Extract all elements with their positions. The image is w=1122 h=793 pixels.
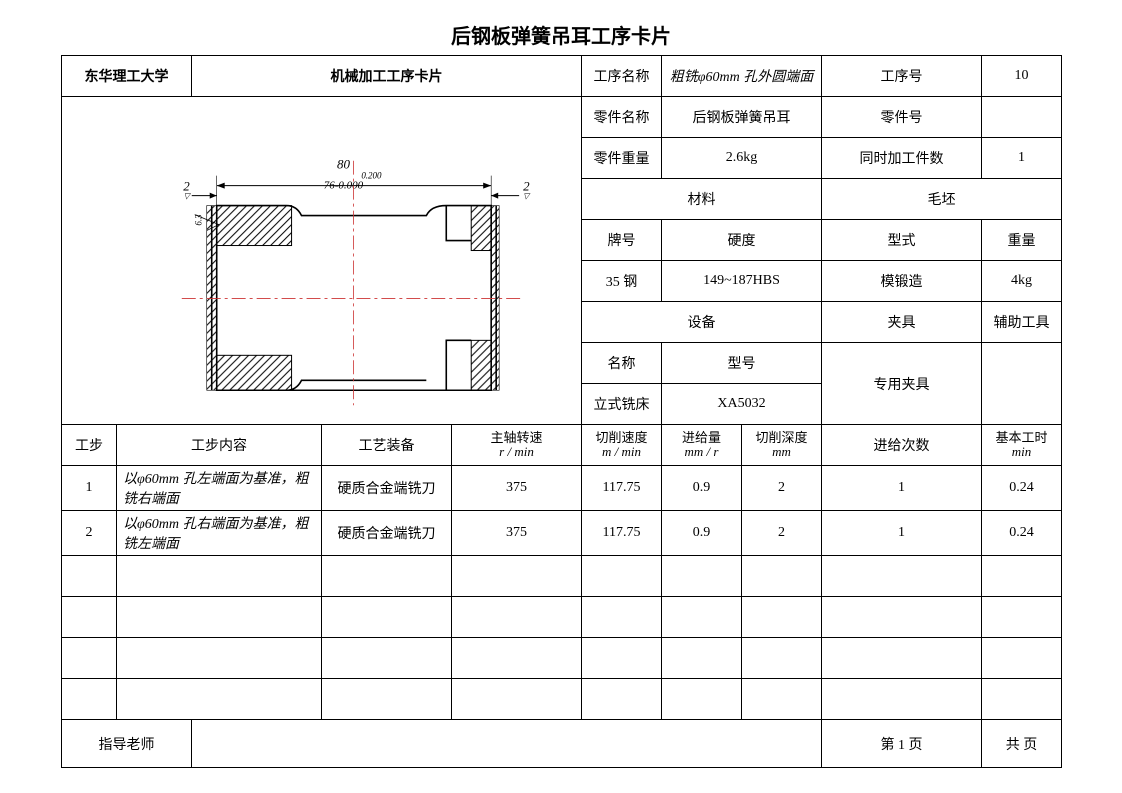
teacher-label: 指导老师 [62,720,192,768]
step-cutspeed: 117.75 [582,511,662,556]
step-spindle: 375 [452,511,582,556]
col-cut-speed: 切削速度 m / min [582,425,662,466]
page-total: 共 页 [982,720,1062,768]
step-count: 1 [822,511,982,556]
fixture-label: 夹具 [822,302,982,343]
part-name-label: 零件名称 [582,97,662,138]
col-tooling: 工艺装备 [322,425,452,466]
equip-name-value: 立式铣床 [582,384,662,425]
step-depth: 2 [742,511,822,556]
diagram-cell: 80 0.200 76-0.000 2 ▽ 2 ▽ [62,97,582,425]
step-feed: 0.9 [662,511,742,556]
step-feed: 0.9 [662,466,742,511]
svg-text:6.3: 6.3 [194,214,204,226]
part-weight-value: 2.6kg [662,138,822,179]
proc-no-value: 10 [982,56,1062,97]
svg-text:▽: ▽ [184,192,192,201]
page-current: 第 1 页 [822,720,982,768]
form-label: 型式 [822,220,982,261]
weight-value: 4kg [982,261,1062,302]
svg-text:76-0.000: 76-0.000 [324,180,364,192]
step-no: 1 [62,466,117,511]
form-value: 模锻造 [822,261,982,302]
col-basic-time: 基本工时 min [982,425,1062,466]
school-cell: 东华理工大学 [62,56,192,97]
process-card-table: 东华理工大学 机械加工工序卡片 工序名称 粗铣φ60mm 孔外圆端面 工序号 1… [61,55,1062,768]
part-no-value [982,97,1062,138]
aux-tool-value [982,343,1062,425]
part-no-label: 零件号 [822,97,982,138]
aux-tool-label: 辅助工具 [982,302,1062,343]
blank-label: 毛坯 [822,179,1062,220]
table-row: 2以φ60mm 孔右端面为基准，粗铣左端面硬质合金端铣刀375117.750.9… [62,511,1062,556]
col-depth: 切削深度 mm [742,425,822,466]
part-name-value: 后钢板弹簧吊耳 [662,97,822,138]
step-cutspeed: 117.75 [582,466,662,511]
step-count: 1 [822,466,982,511]
col-feed: 进给量 mm / r [662,425,742,466]
step-content: 以φ60mm 孔左端面为基准，粗铣右端面 [117,466,322,511]
equip-model-label: 型号 [662,343,822,384]
equip-model-value: XA5032 [662,384,822,425]
step-content: 以φ60mm 孔右端面为基准，粗铣左端面 [117,511,322,556]
concurrent-label: 同时加工件数 [822,138,982,179]
equipment-label: 设备 [582,302,822,343]
hardness-label: 硬度 [662,220,822,261]
table-row: 1以φ60mm 孔左端面为基准，粗铣右端面硬质合金端铣刀375117.750.9… [62,466,1062,511]
card-type-cell: 机械加工工序卡片 [192,56,582,97]
proc-name-label: 工序名称 [582,56,662,97]
step-no: 2 [62,511,117,556]
col-spindle: 主轴转速 r / min [452,425,582,466]
proc-no-label: 工序号 [822,56,982,97]
grade-label: 牌号 [582,220,662,261]
hardness-value: 149~187HBS [662,261,822,302]
step-time: 0.24 [982,466,1062,511]
col-feed-count: 进给次数 [822,425,982,466]
concurrent-value: 1 [982,138,1062,179]
svg-text:0.200: 0.200 [361,171,382,181]
step-time: 0.24 [982,511,1062,556]
special-fixture: 专用夹具 [822,343,982,425]
equip-name-label: 名称 [582,343,662,384]
step-tool: 硬质合金端铣刀 [322,511,452,556]
page-title: 后钢板弹簧吊耳工序卡片 [61,20,1061,49]
part-weight-label: 零件重量 [582,138,662,179]
step-tool: 硬质合金端铣刀 [322,466,452,511]
svg-text:80: 80 [337,157,350,172]
col-step-content: 工步内容 [117,425,322,466]
weight-label: 重量 [982,220,1062,261]
step-spindle: 375 [452,466,582,511]
svg-text:▽: ▽ [523,192,531,201]
grade-value: 35 钢 [582,261,662,302]
part-diagram: 80 0.200 76-0.000 2 ▽ 2 ▽ [62,97,581,424]
teacher-value [192,720,822,768]
proc-name-value: 粗铣φ60mm 孔外圆端面 [662,56,822,97]
col-step-no: 工步 [62,425,117,466]
step-depth: 2 [742,466,822,511]
material-label: 材料 [582,179,822,220]
